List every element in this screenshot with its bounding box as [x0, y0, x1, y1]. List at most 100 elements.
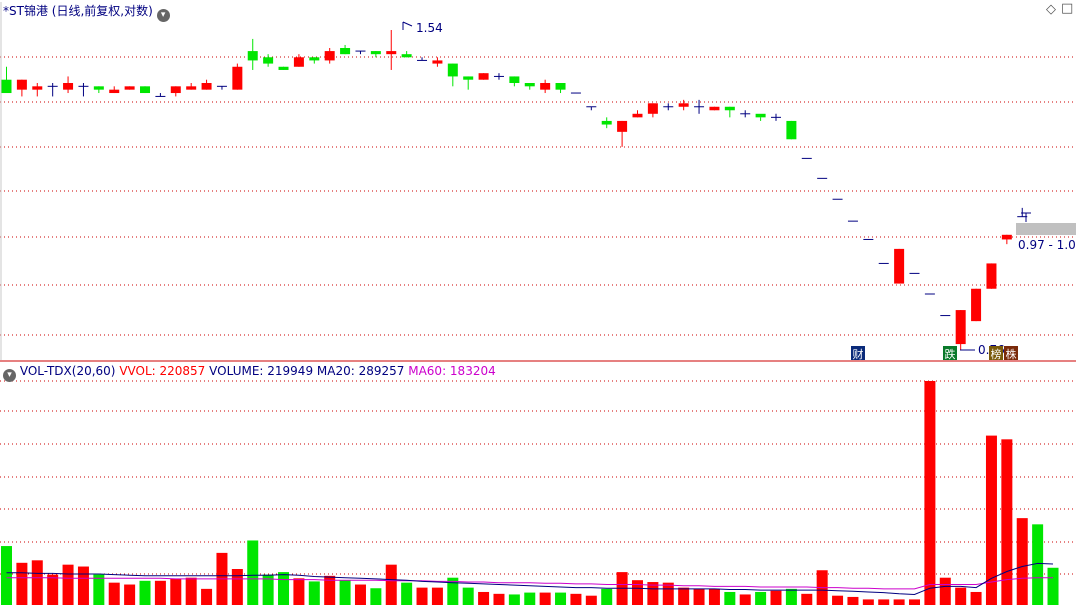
volume-bar [308, 581, 320, 605]
candle [109, 86, 120, 94]
candle [216, 85, 227, 90]
ma60-label: MA60: 183204 [408, 364, 496, 378]
volume-bar [985, 435, 997, 605]
candle-body [786, 120, 797, 140]
candle [709, 106, 720, 111]
marker-rank-text: 榜 [991, 347, 1002, 361]
candle-body [340, 48, 351, 55]
volume-bar [93, 574, 105, 605]
volume-panel-header: ▾ VOL-TDX(20,60) VVOL: 220857 VOLUME: 21… [3, 364, 496, 382]
candle-body [601, 120, 612, 125]
volume-bar [493, 593, 505, 605]
candle-body [186, 86, 197, 90]
volume-bar [524, 592, 536, 605]
volume-bar [262, 574, 274, 605]
candle-body [263, 57, 274, 64]
volume-bar [370, 588, 382, 605]
high-marker-arrow [402, 21, 413, 30]
volume-bar [247, 540, 259, 605]
volume-bar [170, 578, 182, 605]
volume-bar [62, 564, 74, 605]
last-range-label: 0.97 - 1.00 [1018, 238, 1076, 252]
candle [955, 310, 966, 350]
candle-body [124, 86, 135, 90]
volume-bar [401, 582, 413, 605]
candle [1, 66, 12, 94]
volume-bar [431, 587, 443, 605]
candle-body [724, 106, 735, 111]
volume-bar [47, 574, 59, 605]
candle [755, 113, 766, 121]
candle-body [447, 63, 458, 77]
candle [509, 76, 520, 87]
candle-body [232, 66, 243, 90]
volume-bar [832, 595, 844, 605]
volume-bar [447, 577, 459, 605]
volume-bar [785, 588, 797, 605]
candle [540, 79, 551, 94]
candle-body [140, 86, 151, 94]
last-price-band [1016, 223, 1076, 235]
candle-body [1, 79, 12, 94]
volume-bar [1, 546, 12, 605]
ma60-line [6, 577, 1053, 590]
dropdown-icon[interactable]: ▾ [156, 9, 170, 22]
candle [355, 50, 366, 55]
volume-bar [385, 564, 397, 605]
candle [894, 248, 905, 284]
volume-bar [878, 599, 890, 605]
volume-bar [693, 588, 705, 605]
candle [771, 113, 781, 121]
volume-bar [678, 587, 690, 605]
volume-bar [970, 591, 982, 605]
candle-body [478, 73, 489, 80]
indicator-name[interactable]: VOL-TDX(20,60) [19, 364, 116, 378]
candle-body [432, 60, 443, 64]
volume-bar [31, 560, 43, 605]
candle [971, 288, 982, 322]
candle-body [540, 83, 551, 90]
candle-body [63, 83, 74, 90]
volume-bar [201, 588, 213, 605]
volume-bar [1032, 524, 1044, 605]
volume-dropdown-icon[interactable]: ▾ [3, 369, 16, 382]
volume-bars [1, 381, 1059, 605]
volume-bar [508, 594, 520, 605]
price-panel-header: *ST锦港 (日线,前复权,对数) ▾ [3, 2, 170, 22]
ma20-label: MA20: 289257 [316, 364, 405, 378]
square-icon[interactable]: □ [1061, 1, 1074, 16]
marker-fall-badge[interactable] [943, 346, 957, 360]
volume-bar [185, 577, 197, 605]
candle-body [324, 51, 335, 61]
marker-rank-badge[interactable] [989, 346, 1003, 360]
candle-body [293, 57, 304, 67]
candle [140, 86, 151, 94]
volume-bar [739, 594, 751, 605]
volume-bar [293, 578, 305, 605]
candle [447, 63, 458, 87]
candle [63, 76, 74, 94]
volume-bar [539, 592, 551, 605]
candle-body [109, 89, 120, 94]
diamond-icon[interactable]: ◇ [1046, 2, 1056, 17]
candle [170, 86, 181, 97]
stock-title: *ST锦港 (日线,前复权,对数) [3, 4, 153, 18]
candle [32, 83, 43, 97]
volume-bar [478, 591, 490, 605]
candle [278, 66, 289, 70]
candle-body [170, 86, 181, 94]
marker-finance-badge[interactable] [851, 346, 865, 360]
candle [617, 120, 628, 147]
last-price-tick-icon [1021, 212, 1031, 222]
candle [47, 83, 58, 97]
volume-bar [862, 599, 874, 605]
candle [417, 57, 428, 61]
volume-bar [139, 580, 151, 605]
event-markers[interactable]: 财 跌 榜 株 [851, 346, 1018, 361]
candle [432, 57, 443, 67]
candle-body [709, 106, 720, 111]
volume-bar [662, 582, 674, 605]
marker-stock-badge[interactable] [1004, 346, 1018, 360]
candle [324, 48, 335, 64]
